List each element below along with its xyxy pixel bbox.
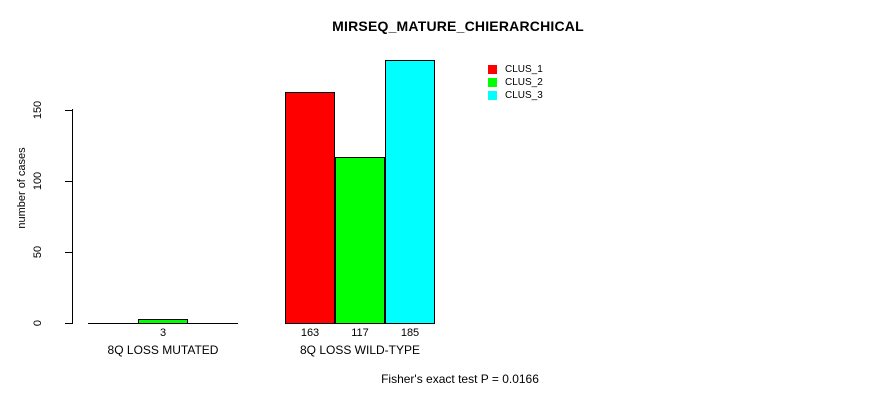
x-axis-category-label: 8Q LOSS WILD-TYPE <box>299 343 421 357</box>
x-axis-category-label: 8Q LOSS MUTATED <box>107 343 219 357</box>
legend-color-swatch-CLUS_2 <box>488 78 497 87</box>
y-axis-tick-label: 150 <box>32 100 44 120</box>
legend-color-swatch-CLUS_1 <box>488 65 497 74</box>
legend-item: CLUS_3 <box>488 89 543 102</box>
legend-label: CLUS_2 <box>505 77 543 88</box>
legend-item: CLUS_1 <box>488 63 543 76</box>
y-axis-label: number of cases <box>16 147 28 229</box>
y-axis-tick <box>65 110 72 111</box>
fisher-test-annotation: Fisher's exact test P = 0.0166 <box>381 372 539 386</box>
y-axis-tick <box>65 252 72 253</box>
legend: CLUS_1 CLUS_2 CLUS_3 <box>488 63 543 102</box>
bar-value-label: 185 <box>400 327 420 339</box>
y-axis-tick <box>65 181 72 182</box>
bar-value-label: 163 <box>300 327 320 339</box>
legend-label: CLUS_1 <box>505 64 543 75</box>
bar-CLUS_1 <box>285 92 335 324</box>
y-axis-tick <box>65 323 72 324</box>
legend-color-swatch-CLUS_3 <box>488 91 497 100</box>
y-axis-line <box>72 109 73 324</box>
legend-label: CLUS_3 <box>505 90 543 101</box>
bar-CLUS_2 <box>138 319 188 324</box>
y-axis-tick-label: 50 <box>32 245 44 259</box>
bar-value-label: 117 <box>351 327 369 339</box>
chart-title: MIRSEQ_MATURE_CHIERARCHICAL <box>332 18 584 34</box>
legend-item: CLUS_2 <box>488 76 543 89</box>
bar-value-label: 3 <box>159 327 167 339</box>
y-axis-tick-label: 100 <box>32 171 44 191</box>
bar-CLUS_2 <box>335 157 385 324</box>
bar-CLUS_3 <box>385 60 435 324</box>
y-axis-tick-label: 0 <box>32 319 44 327</box>
